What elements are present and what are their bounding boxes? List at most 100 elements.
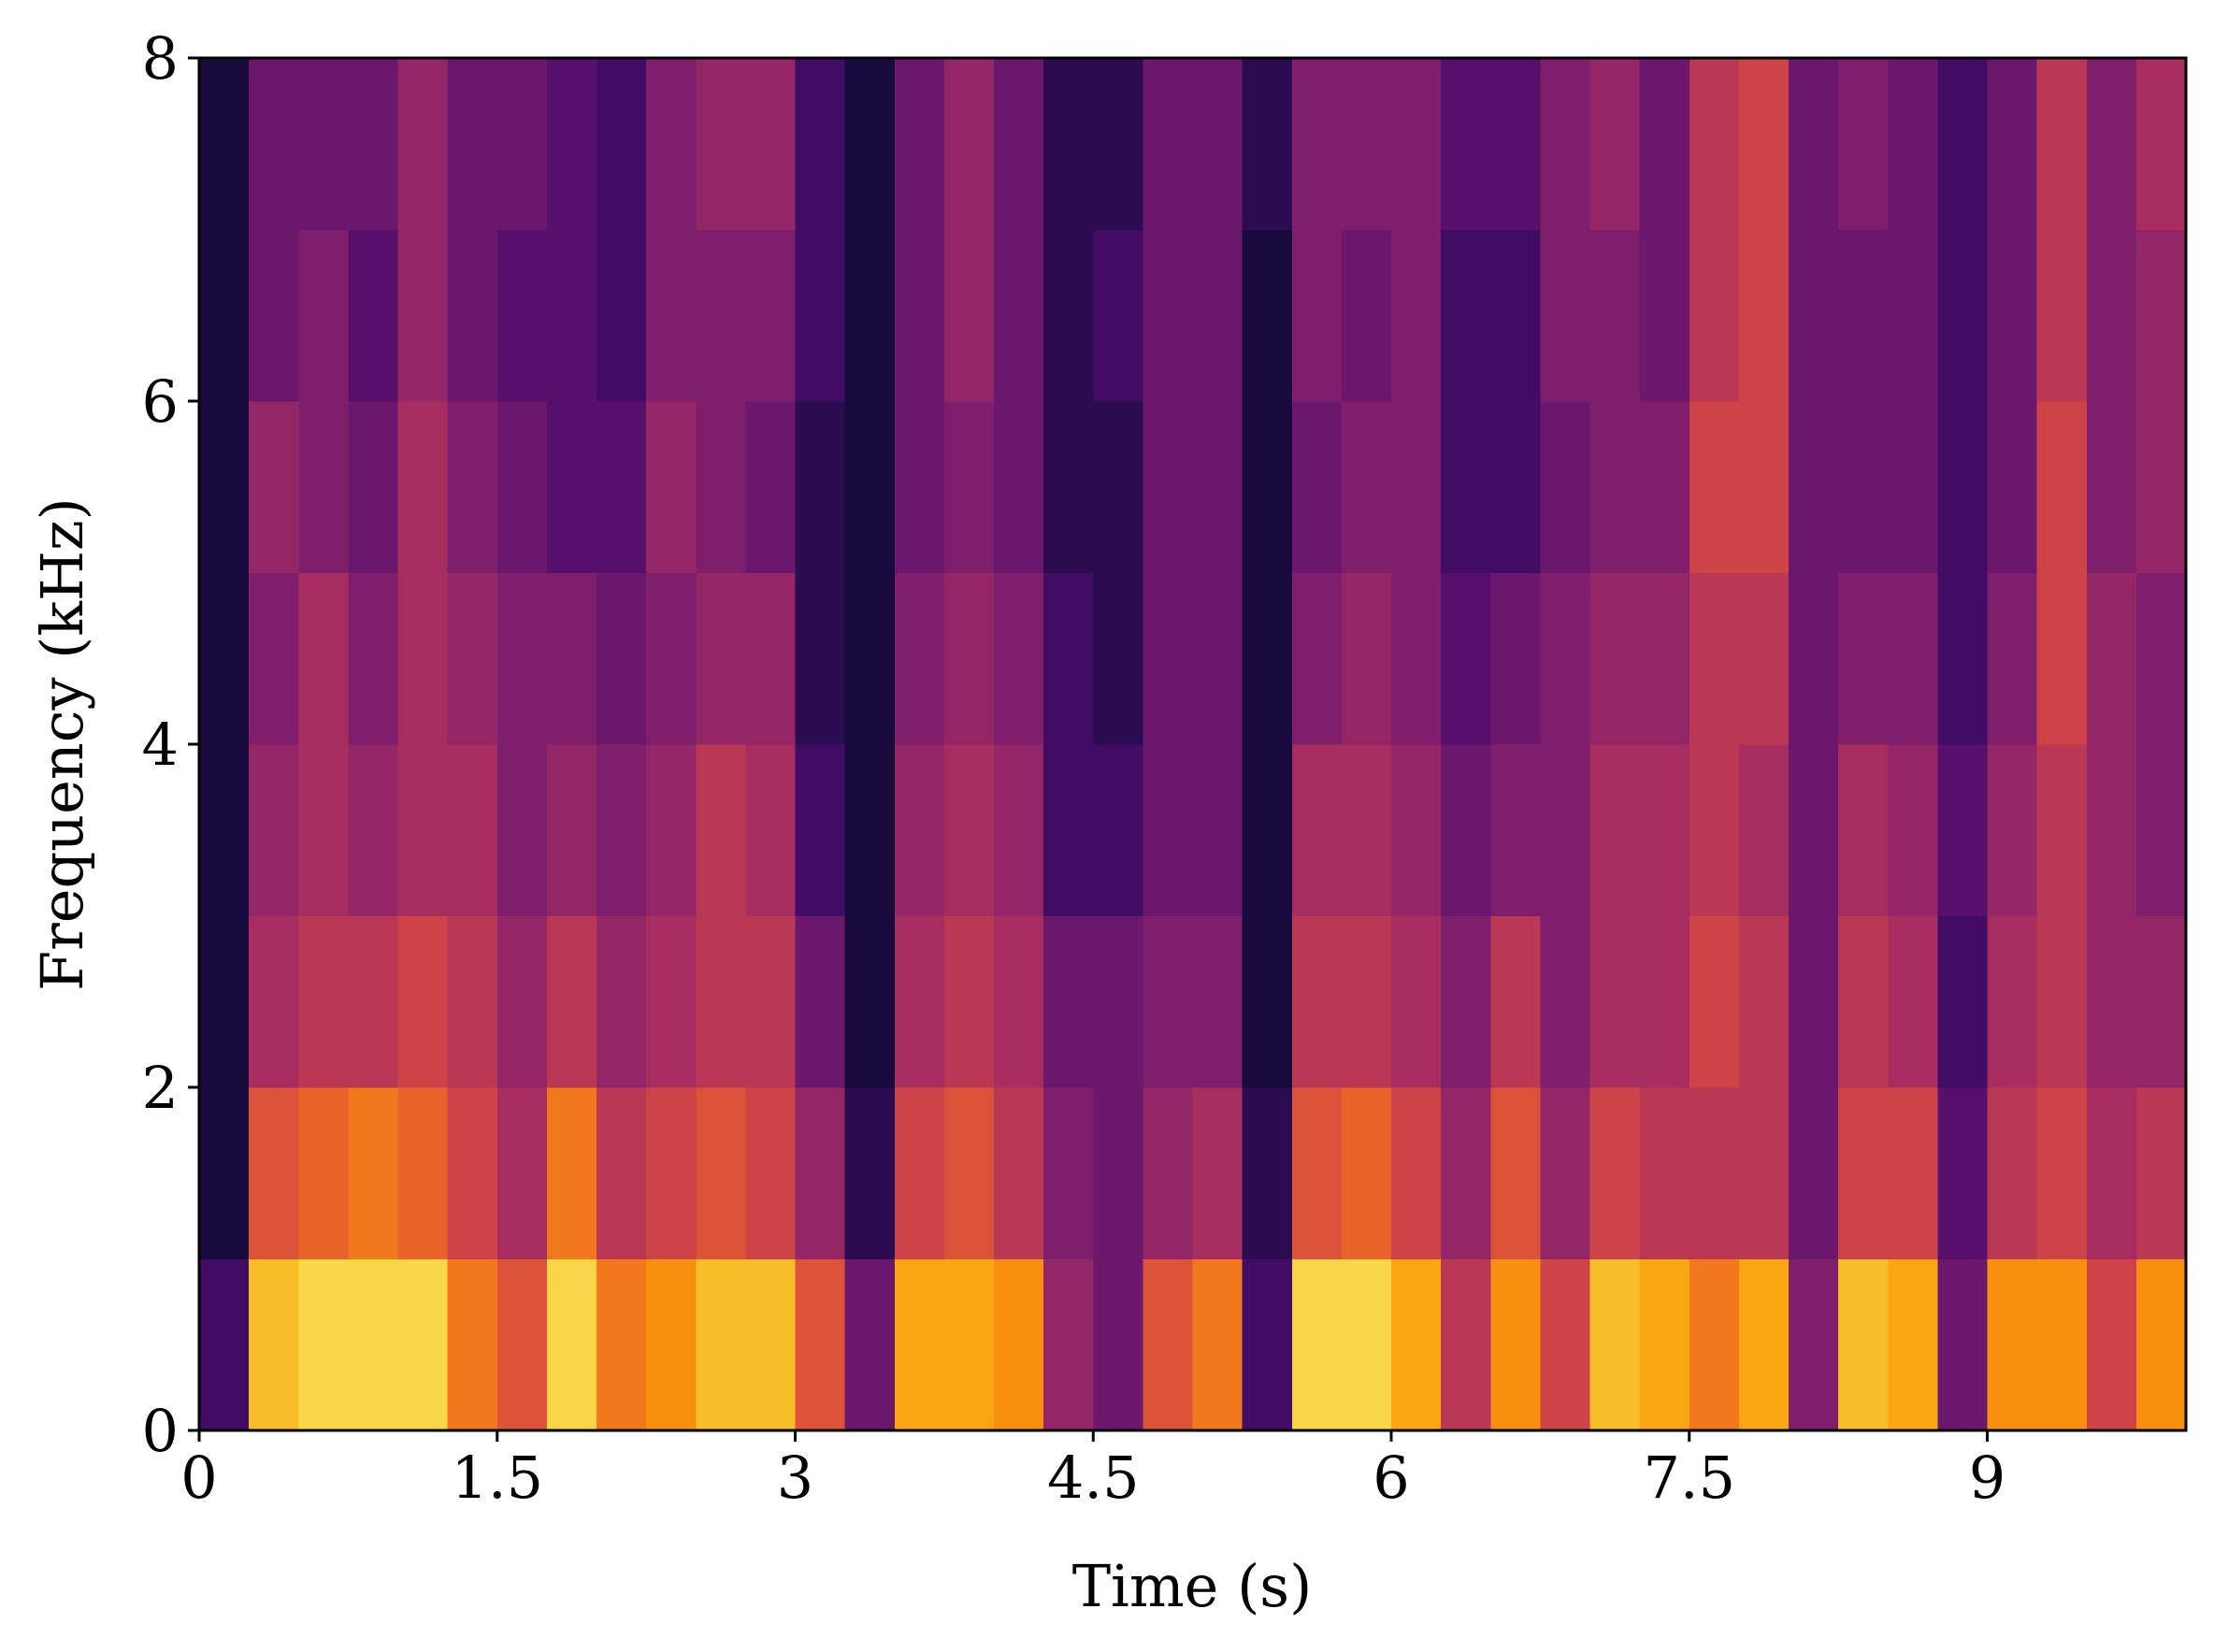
spectrogram-cell [1888,1087,1938,1259]
spectrogram-cell [894,572,945,745]
spectrogram-cell [1789,572,1839,745]
spectrogram-cell [1441,572,1491,745]
spectrogram-cell [1391,1258,1442,1431]
spectrogram-cell [1888,744,1938,916]
spectrogram-cell [1639,401,1690,573]
spectrogram-cell [1242,58,1293,230]
spectrogram-cell [597,229,647,402]
spectrogram-cell [1043,1258,1094,1431]
spectrogram-cell [1093,229,1143,402]
x-tick-label: 7.5 [1643,1444,1735,1512]
spectrogram-cell [1789,744,1839,916]
spectrogram-cell [994,915,1044,1088]
spectrogram-cell [994,744,1044,916]
spectrogram-cell [894,915,945,1088]
spectrogram-cell [844,58,896,230]
spectrogram-cell [397,572,449,745]
spectrogram-cell [1242,915,1293,1088]
spectrogram-cell [696,229,746,402]
spectrogram-cell [1540,401,1590,573]
spectrogram-cell [1441,1258,1491,1431]
spectrogram-cell [1838,58,1889,230]
spectrogram-cell [745,58,796,230]
spectrogram-cell [1937,572,1988,745]
spectrogram-cell [2036,572,2088,745]
spectrogram-cell [298,58,349,230]
spectrogram-cell [1043,229,1094,402]
spectrogram-cell [1689,58,1740,230]
spectrogram-cell [546,572,597,745]
spectrogram-cell [1937,401,1988,573]
spectrogram-cell [994,1087,1044,1259]
x-tick-label: 3 [777,1444,813,1512]
spectrogram-cell [496,1087,548,1259]
spectrogram-cell [1341,744,1392,916]
spectrogram-cell [1540,1087,1590,1259]
spectrogram-cell [2086,1087,2137,1259]
spectrogram-cell [1888,572,1938,745]
spectrogram-cell [745,744,796,916]
spectrogram-cell [1242,1258,1293,1431]
spectrogram-cell [2036,401,2088,573]
spectrogram-cell [1391,58,1442,230]
spectrogram-cell [1490,229,1541,402]
spectrogram-cell [1540,1258,1590,1431]
spectrogram-cell [844,572,896,745]
spectrogram-cell [894,229,945,402]
spectrogram-cell [745,1087,796,1259]
spectrogram-cell [1441,915,1491,1088]
spectrogram-cell [2036,915,2088,1088]
spectrogram-cell [298,915,349,1088]
spectrogram-cell [1689,915,1740,1088]
spectrogram-cell [1391,915,1442,1088]
spectrogram-cell [2036,1087,2088,1259]
spectrogram-cell [1341,1087,1392,1259]
spectrogram-cell [1888,1258,1938,1431]
spectrogram-cell [1987,229,2038,402]
spectrogram-cell [1589,915,1641,1088]
spectrogram-cell [844,915,896,1088]
spectrogram-cell [348,58,398,230]
spectrogram-cell [994,401,1044,573]
spectrogram-cell [1043,915,1094,1088]
spectrogram-cell [1987,401,2038,573]
spectrogram-cell [1093,744,1143,916]
spectrogram-cell [496,401,548,573]
spectrogram-cell [447,229,498,402]
spectrogram-cell [943,572,995,745]
spectrogram-cell [1043,572,1094,745]
spectrogram-cell [1043,58,1094,230]
spectrogram-cell [249,58,299,230]
spectrogram-cell [1490,744,1541,916]
spectrogram-cell [2135,401,2187,573]
spectrogram-cell [496,229,548,402]
spectrogram-cell [795,744,846,916]
y-axis-label: Frequency (kHz) [28,497,96,991]
spectrogram-cell [1391,572,1442,745]
spectrogram-cell [249,572,299,745]
spectrogram-cell [1441,401,1491,573]
spectrogram-cell [2086,58,2137,230]
spectrogram-cell [1888,401,1938,573]
spectrogram-cell [1540,572,1590,745]
spectrogram-cell [894,1087,945,1259]
spectrogram-cell [745,572,796,745]
x-axis-label: Time (s) [1072,1552,1313,1620]
spectrogram-cell [1789,229,1839,402]
spectrogram-cell [447,744,498,916]
spectrogram-cell [1192,229,1244,402]
y-tick-label: 4 [142,711,179,779]
spectrogram-cell [447,1258,498,1431]
spectrogram-cell [496,572,548,745]
spectrogram-cell [1838,744,1889,916]
spectrogram-cell [1093,572,1143,745]
spectrogram-cell [447,58,498,230]
spectrogram-cell [597,1087,647,1259]
spectrogram-cell [1738,572,1790,745]
x-tick-label: 1.5 [451,1444,543,1512]
spectrogram-cell [696,744,746,916]
spectrogram-cell [1987,1087,2038,1259]
spectrogram-cell [2086,915,2137,1088]
spectrogram-cell [1639,1087,1690,1259]
spectrogram-cell [546,58,597,230]
